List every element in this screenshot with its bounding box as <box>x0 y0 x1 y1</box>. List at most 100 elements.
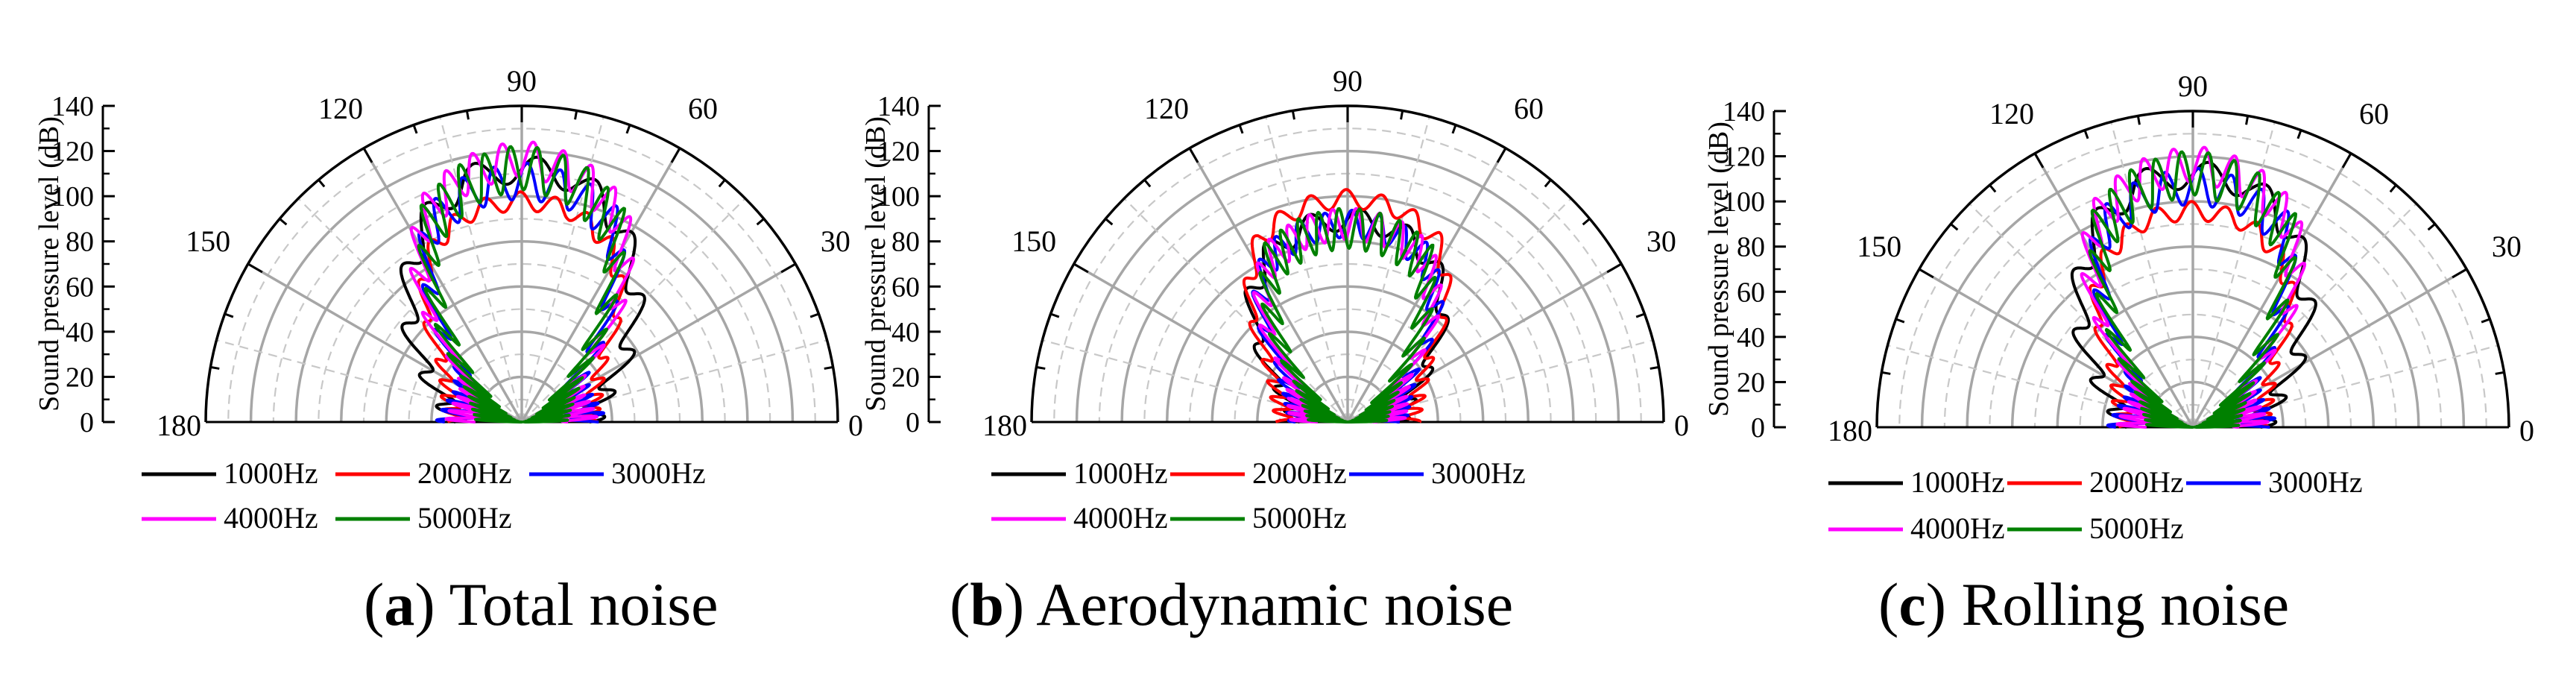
grid-spoke-minor <box>1123 198 1348 423</box>
radial-tick-label: 0 <box>906 407 920 438</box>
polar-chart-b: 0 30 60 90 120 150 180 0 20 40 60 80 100 120 140Sound … <box>860 64 1689 638</box>
series-line-5000Hz <box>2088 150 2297 429</box>
angle-tick-mark <box>1036 365 1046 370</box>
angle-tick-mark <box>2427 223 2436 231</box>
angle-tick-label: 0 <box>848 409 863 442</box>
angle-tick-label: 0 <box>2519 414 2534 447</box>
angle-tick-label: 30 <box>2492 230 2522 263</box>
caption-paren: ) <box>414 570 449 638</box>
angle-tick-label: 150 <box>186 224 230 258</box>
angle-tick-mark <box>1881 371 1891 375</box>
caption-title: Rolling noise <box>1962 570 2290 638</box>
y-axis-label: Sound pressure level (dB) <box>1703 122 1734 417</box>
angle-tick-label: 0 <box>1674 409 1689 442</box>
angle-tick-mark <box>1582 218 1591 226</box>
angle-tick-mark <box>1188 148 1199 163</box>
radial-tick-label: 40 <box>66 317 94 348</box>
angle-tick-mark <box>1635 312 1645 318</box>
angle-tick-mark <box>2389 184 2397 193</box>
series-line-5000Hz <box>1258 207 1437 424</box>
angle-tick-mark <box>1105 218 1114 226</box>
angle-tick-mark <box>670 148 681 163</box>
angle-tick-label: 120 <box>1144 92 1189 125</box>
angle-tick-mark <box>2495 371 2504 375</box>
grid-ring-minor <box>2079 313 2307 428</box>
radial-tick-label: 20 <box>891 362 920 393</box>
angle-tick-label: 150 <box>1011 224 1056 258</box>
legend-label: 2000Hz <box>417 456 512 490</box>
caption-paren: ) <box>1926 570 1962 638</box>
caption-paren: ) <box>1004 570 1036 638</box>
angle-tick-label: 60 <box>1514 92 1544 125</box>
angle-tick-mark <box>2341 153 2352 169</box>
angle-tick-label: 120 <box>1989 97 2034 130</box>
angle-tick-mark <box>809 312 819 318</box>
radial-tick-label: 20 <box>1737 367 1765 398</box>
angle-tick-mark <box>1989 184 1997 193</box>
grid-spoke <box>520 147 681 423</box>
legend-label: 3000Hz <box>611 456 706 490</box>
angle-tick-mark <box>2033 153 2045 169</box>
radial-tick-label: 20 <box>66 362 94 393</box>
angle-tick-label: 60 <box>688 92 718 125</box>
angle-tick-mark <box>1919 268 1934 279</box>
grid-ring-minor <box>1188 262 1507 423</box>
angle-tick-mark <box>1496 148 1507 163</box>
legend-label: 1000Hz <box>224 456 318 490</box>
angle-tick-mark <box>718 179 726 188</box>
grid-spoke <box>2191 152 2352 428</box>
angle-tick-mark <box>2452 268 2467 279</box>
angle-tick-label: 90 <box>1333 64 1363 98</box>
grid-spoke-minor <box>439 116 523 423</box>
caption-paren: ( <box>364 570 384 638</box>
caption-letter: a <box>384 570 414 638</box>
legend-label: 1000Hz <box>1910 465 2005 499</box>
angle-tick-mark <box>1400 110 1404 120</box>
grid-spoke-minor <box>297 198 523 423</box>
angle-tick-mark <box>1950 223 1959 231</box>
angle-tick-mark <box>824 365 833 370</box>
grid-ring-minor <box>362 262 681 423</box>
caption-title: Aerodynamic noise <box>1036 570 1513 638</box>
grid-spoke-minor <box>2191 122 2276 428</box>
radial-tick-label: 120 <box>877 136 920 168</box>
angle-tick-mark <box>465 110 470 120</box>
caption-paren: ( <box>950 570 970 638</box>
legend-label: 4000Hz <box>224 501 318 535</box>
angle-tick-mark <box>2481 318 2490 324</box>
y-axis-label: Sound pressure level (dB) <box>34 116 65 412</box>
legend-label: 2000Hz <box>1252 456 1347 490</box>
angle-tick-label: 90 <box>2178 69 2208 103</box>
y-axis-label: Sound pressure level (dB) <box>860 116 891 412</box>
legend-label: 4000Hz <box>1073 501 1168 535</box>
angle-tick-mark <box>2245 116 2250 125</box>
legend-label: 3000Hz <box>2268 465 2363 499</box>
angle-tick-mark <box>1451 125 1457 134</box>
radial-tick-label: 40 <box>891 317 920 348</box>
caption-letter: c <box>1898 570 1925 638</box>
radial-tick-label: 80 <box>1737 232 1765 263</box>
radial-tick-label: 40 <box>1737 322 1765 353</box>
angle-tick-mark <box>318 179 326 188</box>
angle-tick-mark <box>756 218 765 226</box>
panel-caption: (a) Total noise <box>364 570 719 638</box>
grid-spoke <box>2033 152 2194 428</box>
radial-tick-label: 140 <box>1723 96 1765 128</box>
angle-tick-mark <box>1143 179 1152 188</box>
legend-label: 5000Hz <box>2089 511 2184 545</box>
angle-tick-mark <box>1291 110 1295 120</box>
grid-ring-minor <box>1234 308 1462 423</box>
angle-tick-mark <box>1895 318 1905 324</box>
grid-spoke-minor <box>1347 198 1572 423</box>
caption-letter: b <box>970 570 1004 638</box>
angle-tick-label: 30 <box>1647 224 1676 258</box>
radial-tick-label: 80 <box>891 227 920 258</box>
grid-spoke <box>362 147 523 423</box>
legend-label: 2000Hz <box>2089 465 2184 499</box>
angle-tick-mark <box>1238 125 1244 134</box>
angle-tick-label: 90 <box>507 64 537 98</box>
angle-tick-mark <box>362 148 373 163</box>
angle-tick-mark <box>1606 262 1622 274</box>
grid-ring-minor <box>2033 268 2352 428</box>
